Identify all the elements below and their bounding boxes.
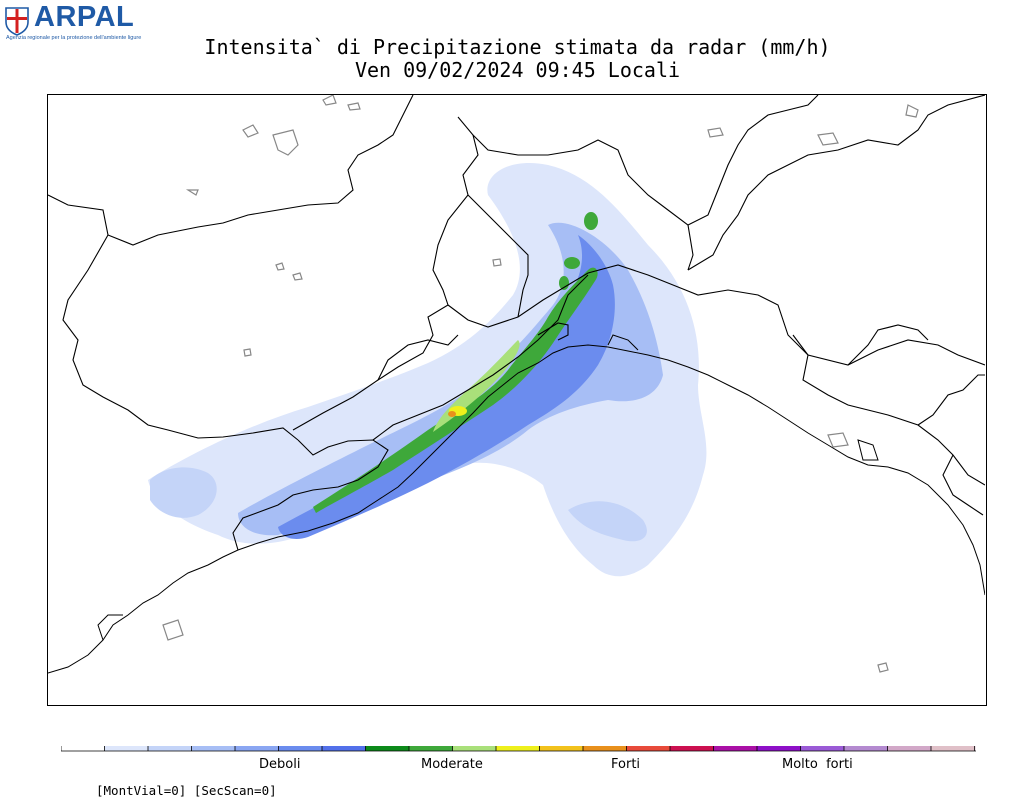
precipitation-field <box>148 163 707 577</box>
legend-swatch <box>887 746 931 751</box>
precip-band-blue <box>278 235 615 539</box>
legend-swatch <box>452 746 496 751</box>
legend-swatch <box>235 746 279 751</box>
legend-label-deboli: Deboli <box>259 757 301 772</box>
radar-map: [MontVial=0] [SecScan=0] <box>47 94 987 798</box>
arpal-logo: ARPAL Agenzia regionale per la protezion… <box>4 1 154 46</box>
legend-swatch <box>931 746 975 751</box>
legend-swatch <box>365 746 409 751</box>
radar-map-canvas <box>48 95 985 674</box>
legend-swatch <box>104 746 148 751</box>
legend-label-moderate: Moderate <box>421 757 483 772</box>
precip-cell-north-2 <box>584 212 598 230</box>
legend-label-forti: Forti <box>611 757 641 772</box>
legend-swatch <box>670 746 714 751</box>
legend-swatch <box>757 746 801 751</box>
logo-name: ARPAL <box>34 1 135 33</box>
logo-tagline: Agenzia regionale per la protezione dell… <box>6 35 142 41</box>
legend-swatch <box>713 746 757 751</box>
administrative-borders <box>48 95 985 551</box>
coastline <box>48 334 985 674</box>
legend-swatch <box>278 746 322 751</box>
legend-swatch <box>539 746 583 751</box>
legend-swatch <box>322 746 366 751</box>
precip-core-green <box>313 267 598 513</box>
precip-core-orange <box>448 411 456 417</box>
legend-swatch <box>844 746 888 751</box>
legend-swatch <box>61 746 105 751</box>
legend-swatch <box>148 746 192 751</box>
precip-area-light-s <box>568 501 647 542</box>
legend-swatch <box>974 746 976 751</box>
map-title: Intensita` di Precipitazione stimata da … <box>204 35 831 59</box>
legend-swatch <box>800 746 844 751</box>
legend-swatch <box>626 746 670 751</box>
lakes <box>162 95 919 673</box>
precip-area-medium <box>238 222 663 536</box>
liguria-shield-icon <box>5 7 29 36</box>
intensity-legend <box>61 746 976 752</box>
legend-swatch <box>583 746 627 751</box>
radar-status-text: [MontVial=0] [SecScan=0] <box>96 783 277 798</box>
legend-label-molto-forti: Molto forti <box>782 757 853 772</box>
legend-swatch <box>191 746 235 751</box>
legend-swatch <box>409 746 453 751</box>
precip-cell-north-1 <box>564 257 580 269</box>
precip-area-light-sw <box>150 467 217 518</box>
legend-swatch <box>496 746 540 751</box>
map-subtitle-datetime: Ven 09/02/2024 09:45 Locali <box>354 58 681 82</box>
